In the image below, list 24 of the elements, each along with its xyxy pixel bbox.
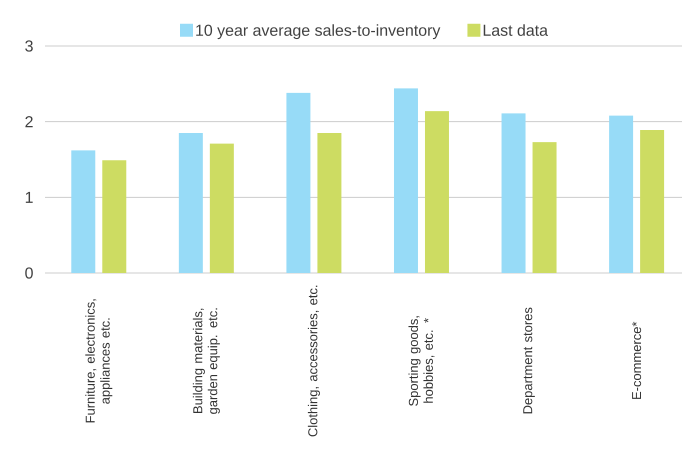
bar [178,133,203,273]
bar [532,142,557,273]
bar [71,150,96,273]
y-tick-label: 1 [26,192,33,203]
legend-label: 10 year average sales-to-inventory [196,24,440,40]
x-tick-label: Building materials, garden equip. etc. [192,308,220,414]
x-tick-label: Clothing, accessories, etc. [308,286,320,436]
y-tick-label: 3 [25,40,33,52]
x-tick-label: Department stores [523,308,535,414]
bar [394,88,418,273]
bar [102,160,126,273]
legend-label: Last data [484,24,548,36]
bar [286,92,310,273]
bar [609,116,634,273]
y-tick-label: 2 [25,116,33,128]
bar [210,144,234,273]
bar [317,133,342,273]
x-tick-label: Sporting goods, hobbies, etc. * [408,316,434,406]
bar [640,130,664,273]
bar [502,113,526,273]
y-tick-label: 0 [25,267,33,279]
x-tick-label: E-commerce* [632,322,642,399]
bar [424,111,449,273]
x-tick-label: Furniture, electronics, appliances etc. [85,299,112,422]
